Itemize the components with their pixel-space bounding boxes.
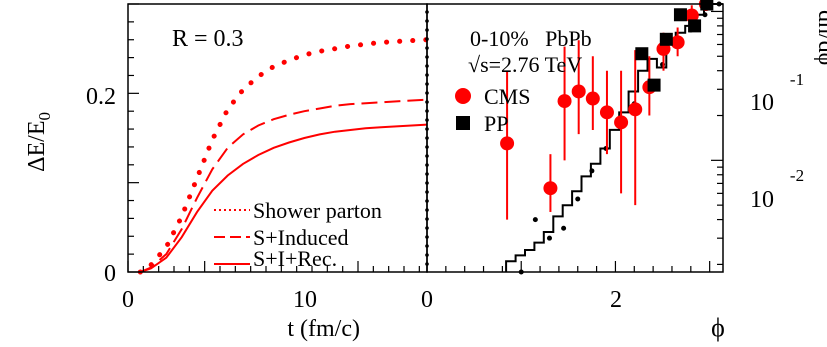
panel-divider-dot	[425, 217, 429, 221]
right-annotation-energy: √s=2.76 TeV	[468, 52, 582, 77]
panel-divider-dot	[425, 145, 429, 149]
cms-point	[614, 115, 629, 130]
cms-point	[557, 94, 572, 109]
left-x-tick-label-0: 0	[122, 287, 134, 313]
left-panel-energy-loss: R = 0.3 ΔE/E0 0.2 0 0 10 t (fm/c) Shower…	[24, 3, 430, 342]
panel-divider-dot	[425, 172, 429, 176]
dotted-curve-point	[575, 196, 581, 202]
dotted-curve-point	[532, 217, 538, 223]
left-y-tick-label-0.2: 0.2	[86, 84, 116, 110]
pp-point	[635, 47, 649, 61]
dotted-curve-point	[546, 235, 552, 241]
panel-divider-dot	[425, 91, 429, 95]
panel-divider-dot	[425, 19, 429, 23]
panel-divider-dot	[425, 190, 429, 194]
cms-point	[599, 105, 614, 120]
left-legend: Shower parton S+Induced S+I+Rec.	[214, 198, 382, 271]
legend-label-pp: PP	[484, 111, 508, 136]
left-y-axis-label: ΔE/E0	[24, 112, 54, 172]
legend-label-cms: CMS	[484, 84, 530, 109]
panel-divider-dot	[425, 235, 429, 239]
dotted-curve-point	[702, 12, 708, 18]
pp-point	[659, 32, 673, 46]
legend-label-s-i-rec: S+I+Rec.	[253, 246, 337, 271]
cms-point	[628, 102, 643, 117]
right-axis-ticks	[425, 10, 723, 272]
panel-divider-dot	[425, 262, 429, 266]
pp-point	[647, 78, 661, 92]
panel-divider-dot	[425, 46, 429, 50]
cms-point	[670, 35, 685, 50]
right-x-tick-label-0: 0	[421, 287, 433, 313]
panel-divider-dot	[425, 37, 429, 41]
panel-divider-dot	[425, 127, 429, 131]
right-y-tick-exp-2: -2	[790, 166, 804, 185]
panel-divider-dot	[425, 100, 429, 104]
legend-label-shower-parton: Shower parton	[253, 198, 382, 223]
series-histogram	[505, 3, 723, 272]
right-y-tick-base-2: 10	[750, 187, 774, 213]
right-x-tick-label-2: 2	[610, 287, 622, 313]
right-y-axis-label: dn/dϕ	[813, 10, 827, 65]
panel-divider-dot	[425, 208, 429, 212]
legend-marker-cms	[455, 88, 471, 104]
panel-divider-dot	[425, 109, 429, 113]
right-legend: CMS PP	[455, 84, 530, 136]
left-x-tick-label-10: 10	[293, 287, 317, 313]
legend-label-s-induced: S+Induced	[253, 225, 349, 250]
cms-point	[684, 8, 699, 23]
cms-point	[500, 136, 515, 151]
panel-divider-dot	[425, 118, 429, 122]
panel-divider-dot	[425, 136, 429, 140]
pp-point	[673, 8, 687, 22]
cms-point	[571, 84, 586, 99]
right-panel-distribution: 0-10% PbPb √s=2.76 TeV CMS PP 0 2 ϕ 10 -…	[421, 0, 827, 342]
panel-divider-dot	[425, 64, 429, 68]
dotted-curve-point	[589, 168, 595, 174]
right-y-axis-label-group: dn/dϕ	[813, 10, 827, 65]
right-series-group	[500, 0, 723, 275]
panel-divider-dot	[425, 28, 429, 32]
panel-divider-dot	[425, 199, 429, 203]
left-annotation-radius: R = 0.3	[172, 26, 244, 52]
series-line-s-induced	[139, 98, 428, 273]
panel-divider-dot	[425, 154, 429, 158]
panel-divider-dot	[425, 82, 429, 86]
panel-divider-dot	[425, 73, 429, 77]
pp-point	[700, 0, 714, 11]
panel-divider-dot	[425, 253, 429, 257]
right-y-tick-exp-1: -1	[790, 70, 804, 89]
legend-marker-pp	[456, 116, 470, 130]
right-y-tick-base-1: 10	[750, 90, 774, 116]
panel-divider-dot	[425, 55, 429, 59]
cms-point	[585, 91, 600, 106]
panel-divider-dot	[425, 10, 429, 14]
right-x-axis-label: ϕ	[711, 313, 725, 342]
left-x-axis-label: t (fm/c)	[287, 316, 360, 342]
left-y-tick-label-0: 0	[104, 261, 116, 287]
cms-point	[543, 181, 558, 196]
dotted-curve-point	[561, 225, 567, 231]
panel-divider-dot	[425, 181, 429, 185]
series-line-shower-parton	[137, 37, 430, 275]
series-line-s-i-rec	[139, 123, 428, 273]
left-y-axis-label-main: ΔE/E0	[24, 112, 54, 172]
panel-divider-dot	[425, 244, 429, 248]
right-annotation-centrality: 0-10% PbPb	[470, 26, 592, 51]
panel-divider-dot	[425, 163, 429, 167]
left-series-group	[137, 37, 430, 275]
panel-divider-dot	[425, 226, 429, 230]
pp-point	[688, 19, 702, 33]
left-axis-ticks	[127, 3, 420, 273]
